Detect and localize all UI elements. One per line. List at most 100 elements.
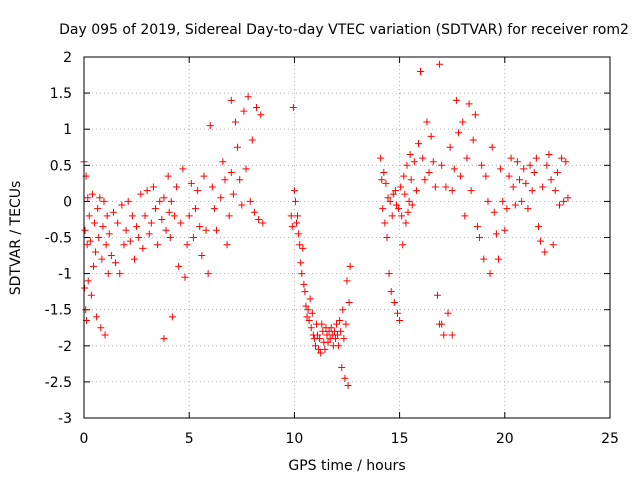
data-point — [497, 165, 505, 173]
data-point — [389, 190, 397, 198]
data-point — [490, 208, 498, 216]
data-point — [88, 190, 96, 198]
data-point — [558, 154, 566, 162]
data-point — [334, 331, 342, 339]
data-point — [344, 382, 352, 390]
x-tick-label: 5 — [185, 431, 194, 447]
data-point — [295, 230, 303, 238]
data-point — [84, 194, 92, 202]
data-point — [397, 183, 405, 191]
data-point — [181, 273, 189, 281]
data-point — [91, 219, 99, 227]
chart-title: Day 095 of 2019, Sidereal Day-to-day VTE… — [59, 22, 629, 38]
data-point — [206, 122, 214, 130]
data-point — [408, 201, 416, 209]
data-point — [377, 154, 385, 162]
data-point — [293, 219, 301, 227]
data-point — [407, 176, 415, 184]
data-point — [183, 241, 191, 249]
data-point — [399, 241, 407, 249]
data-point — [82, 306, 90, 314]
data-point — [433, 291, 441, 299]
data-point — [486, 270, 494, 278]
data-point — [128, 212, 136, 220]
data-point — [484, 197, 492, 205]
data-point — [553, 169, 561, 177]
data-point — [440, 331, 448, 339]
data-point — [476, 234, 484, 241]
data-point — [219, 158, 227, 166]
data-point — [290, 187, 298, 195]
data-point — [438, 320, 446, 328]
data-point — [390, 298, 398, 306]
data-point — [499, 197, 507, 205]
x-axis-label: GPS time / hours — [288, 458, 405, 474]
plot-frame — [83, 56, 611, 419]
data-point — [170, 212, 178, 220]
y-tick-label: 1 — [63, 122, 72, 138]
data-point — [162, 226, 170, 234]
data-point — [516, 176, 524, 184]
data-point — [306, 295, 314, 303]
data-point — [100, 197, 108, 205]
data-point — [213, 226, 221, 234]
data-point — [102, 241, 110, 249]
data-point — [442, 183, 450, 191]
data-point — [135, 234, 143, 241]
data-point — [238, 201, 246, 209]
tick-labels: 0 5 10 15 20 25 -3 -2.5 -2 -1.5 -1 -0.5 0 0.5 1 1.5 2 — [45, 50, 619, 447]
data-point — [296, 241, 304, 249]
data-point — [114, 219, 122, 227]
x-tick-label: 10 — [285, 431, 303, 447]
data-point — [166, 234, 174, 241]
data-point — [301, 288, 309, 296]
data-point — [398, 212, 406, 220]
data-point — [526, 161, 534, 169]
data-point — [388, 212, 396, 220]
data-point — [492, 230, 500, 238]
data-point — [385, 270, 393, 278]
data-point — [133, 223, 141, 231]
data-point — [467, 187, 475, 195]
data-point — [101, 331, 109, 339]
data-point — [234, 143, 242, 151]
data-point — [406, 150, 414, 158]
data-point — [221, 176, 229, 184]
y-tick-label: -0.5 — [45, 231, 72, 247]
data-point — [227, 96, 235, 104]
data-point — [547, 176, 555, 184]
data-point — [173, 183, 181, 191]
data-point — [158, 215, 166, 223]
data-point — [83, 241, 91, 249]
data-point — [291, 197, 299, 205]
data-point — [96, 194, 104, 202]
x-tick-label: 20 — [496, 431, 514, 447]
data-point — [396, 317, 404, 325]
data-point — [164, 172, 172, 180]
data-point — [382, 179, 390, 187]
data-point — [446, 143, 454, 151]
data-point — [227, 169, 235, 177]
data-point — [345, 298, 353, 306]
data-point — [194, 187, 202, 195]
data-point — [229, 190, 237, 198]
data-point — [317, 349, 325, 357]
data-point — [482, 172, 490, 180]
data-point — [469, 136, 477, 144]
data-point — [395, 205, 403, 213]
data-point — [444, 309, 452, 317]
data-point — [455, 129, 463, 137]
data-point — [522, 179, 530, 187]
data-point — [403, 161, 411, 169]
data-point — [319, 327, 327, 335]
data-point — [425, 169, 433, 177]
data-point — [543, 161, 551, 169]
data-point — [315, 345, 323, 353]
data-point — [534, 223, 542, 231]
data-point — [494, 255, 502, 263]
data-point — [501, 226, 509, 234]
data-point — [81, 226, 89, 234]
data-point — [551, 187, 559, 195]
data-point — [210, 205, 218, 213]
